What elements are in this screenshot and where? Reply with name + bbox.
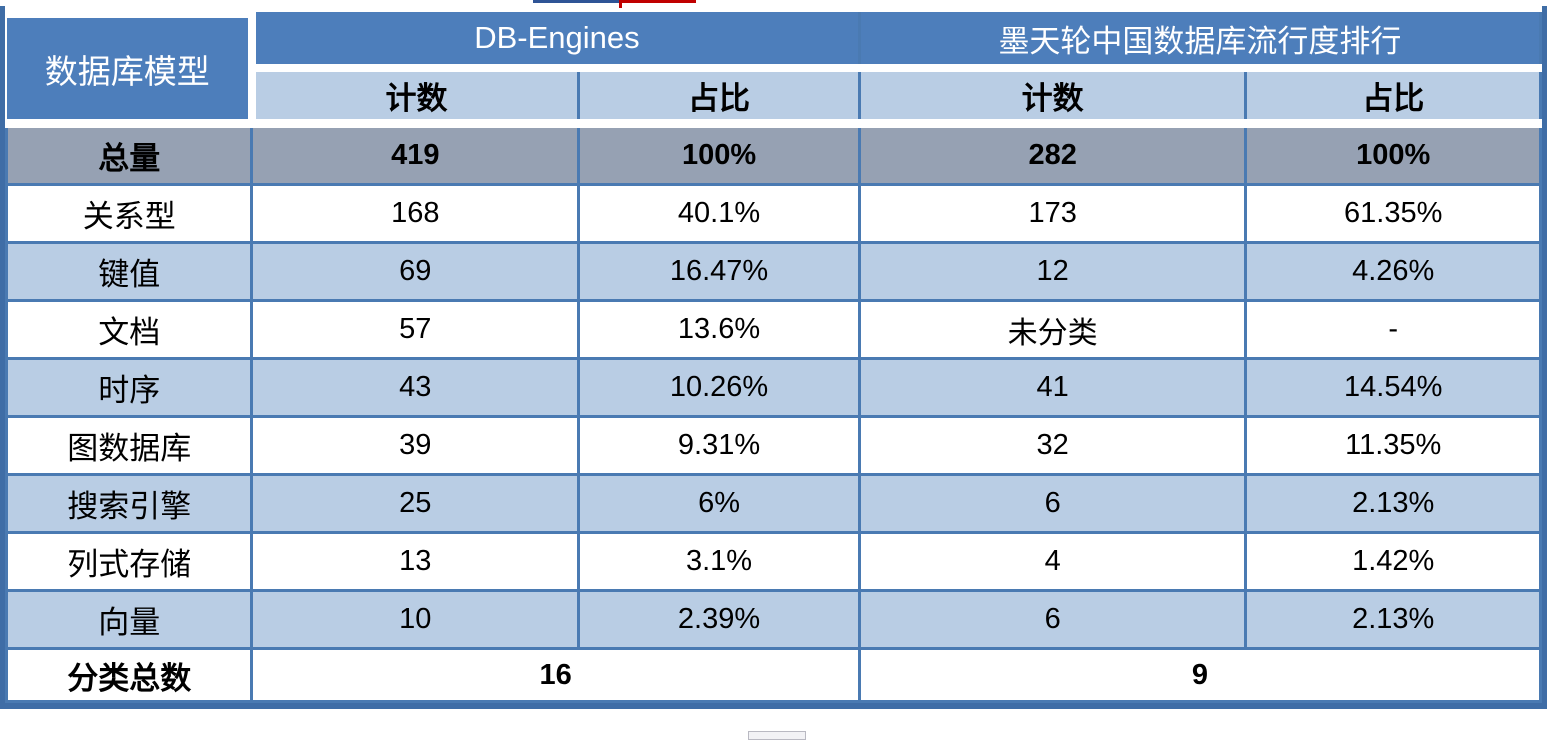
- count-cell: 10: [250, 589, 581, 650]
- subheader-de-count: 计数: [250, 66, 581, 128]
- share-cell: -: [1244, 299, 1542, 360]
- count-cell: 69: [250, 241, 581, 302]
- table-row-total: 总量 419 100% 282 100%: [4, 122, 1542, 186]
- column-group-motianlun: 墨天轮中国数据库流行度排行: [857, 12, 1543, 72]
- subheader-mt-share: 占比: [1244, 66, 1542, 128]
- share-cell: 1.42%: [1244, 531, 1542, 592]
- share-cell: 61.35%: [1244, 183, 1542, 244]
- share-cell: 14.54%: [1244, 357, 1542, 418]
- model-cell: 总量: [4, 122, 254, 186]
- top-navy-line-artifact: [533, 0, 621, 3]
- share-cell: 100%: [1244, 122, 1542, 186]
- table-row-relational: 关系型 168 40.1% 173 61.35%: [4, 183, 1542, 244]
- bottom-scrollbar-artifact: [748, 731, 806, 740]
- subheader-mt-count: 计数: [857, 66, 1248, 128]
- count-cell: 32: [857, 415, 1248, 476]
- count-cell: 未分类: [857, 299, 1248, 360]
- count-cell: 39: [250, 415, 581, 476]
- table-row-column-store: 列式存储 13 3.1% 4 1.42%: [4, 531, 1542, 592]
- share-cell: 4.26%: [1244, 241, 1542, 302]
- share-cell: 2.13%: [1244, 473, 1542, 534]
- header-sub-row: 计数 占比 计数 占比: [7, 66, 1542, 128]
- table-row-document: 文档 57 13.6% 未分类 -: [4, 299, 1542, 360]
- top-red-tick-artifact: [619, 0, 622, 8]
- table-row-key-value: 键值 69 16.47% 12 4.26%: [4, 241, 1542, 302]
- table-row-graph: 图数据库 39 9.31% 32 11.35%: [4, 415, 1542, 476]
- table-row-search-engine: 搜索引擎 25 6% 6 2.13%: [4, 473, 1542, 534]
- de-category-total-cell: 16: [250, 647, 861, 703]
- table-row-vector: 向量 10 2.39% 6 2.13%: [4, 589, 1542, 650]
- model-cell: 文档: [4, 299, 254, 360]
- model-cell: 时序: [4, 357, 254, 418]
- model-cell: 搜索引擎: [4, 473, 254, 534]
- count-cell: 419: [250, 122, 581, 186]
- column-header-database-model: 数据库模型: [6, 6, 256, 128]
- share-cell: 100%: [577, 122, 861, 186]
- mt-category-total-cell: 9: [857, 647, 1543, 703]
- share-cell: 10.26%: [577, 357, 861, 418]
- model-cell: 图数据库: [4, 415, 254, 476]
- subheader-de-share: 占比: [577, 66, 861, 128]
- model-cell: 列式存储: [4, 531, 254, 592]
- model-cell: 关系型: [4, 183, 254, 244]
- model-cell: 键值: [4, 241, 254, 302]
- column-group-db-engines: DB-Engines: [250, 12, 861, 72]
- count-cell: 41: [857, 357, 1248, 418]
- count-cell: 4: [857, 531, 1248, 592]
- count-cell: 282: [857, 122, 1248, 186]
- model-cell: 分类总数: [4, 647, 254, 703]
- count-cell: 6: [857, 473, 1248, 534]
- table-row-time-series: 时序 43 10.26% 41 14.54%: [4, 357, 1542, 418]
- count-cell: 57: [250, 299, 581, 360]
- share-cell: 40.1%: [577, 183, 861, 244]
- share-cell: 2.39%: [577, 589, 861, 650]
- count-cell: 13: [250, 531, 581, 592]
- share-cell: 9.31%: [577, 415, 861, 476]
- table-outer-border: 数据库模型 DB-Engines 墨天轮中国数据库流行度排行 计数 占比 计数 …: [0, 6, 1547, 709]
- count-cell: 168: [250, 183, 581, 244]
- share-cell: 6%: [577, 473, 861, 534]
- model-cell: 向量: [4, 589, 254, 650]
- share-cell: 2.13%: [1244, 589, 1542, 650]
- share-cell: 13.6%: [577, 299, 861, 360]
- share-cell: 3.1%: [577, 531, 861, 592]
- count-cell: 43: [250, 357, 581, 418]
- count-cell: 12: [857, 241, 1248, 302]
- table-row-category-total: 分类总数 16 9: [4, 647, 1543, 703]
- database-model-comparison-table: 数据库模型 DB-Engines 墨天轮中国数据库流行度排行 计数 占比 计数 …: [4, 6, 1543, 703]
- top-red-line-artifact: [621, 0, 696, 3]
- count-cell: 25: [250, 473, 581, 534]
- count-cell: 173: [857, 183, 1248, 244]
- header-group-row: 数据库模型 DB-Engines 墨天轮中国数据库流行度排行: [6, 6, 1543, 128]
- share-cell: 11.35%: [1244, 415, 1542, 476]
- count-cell: 6: [857, 589, 1248, 650]
- share-cell: 16.47%: [577, 241, 861, 302]
